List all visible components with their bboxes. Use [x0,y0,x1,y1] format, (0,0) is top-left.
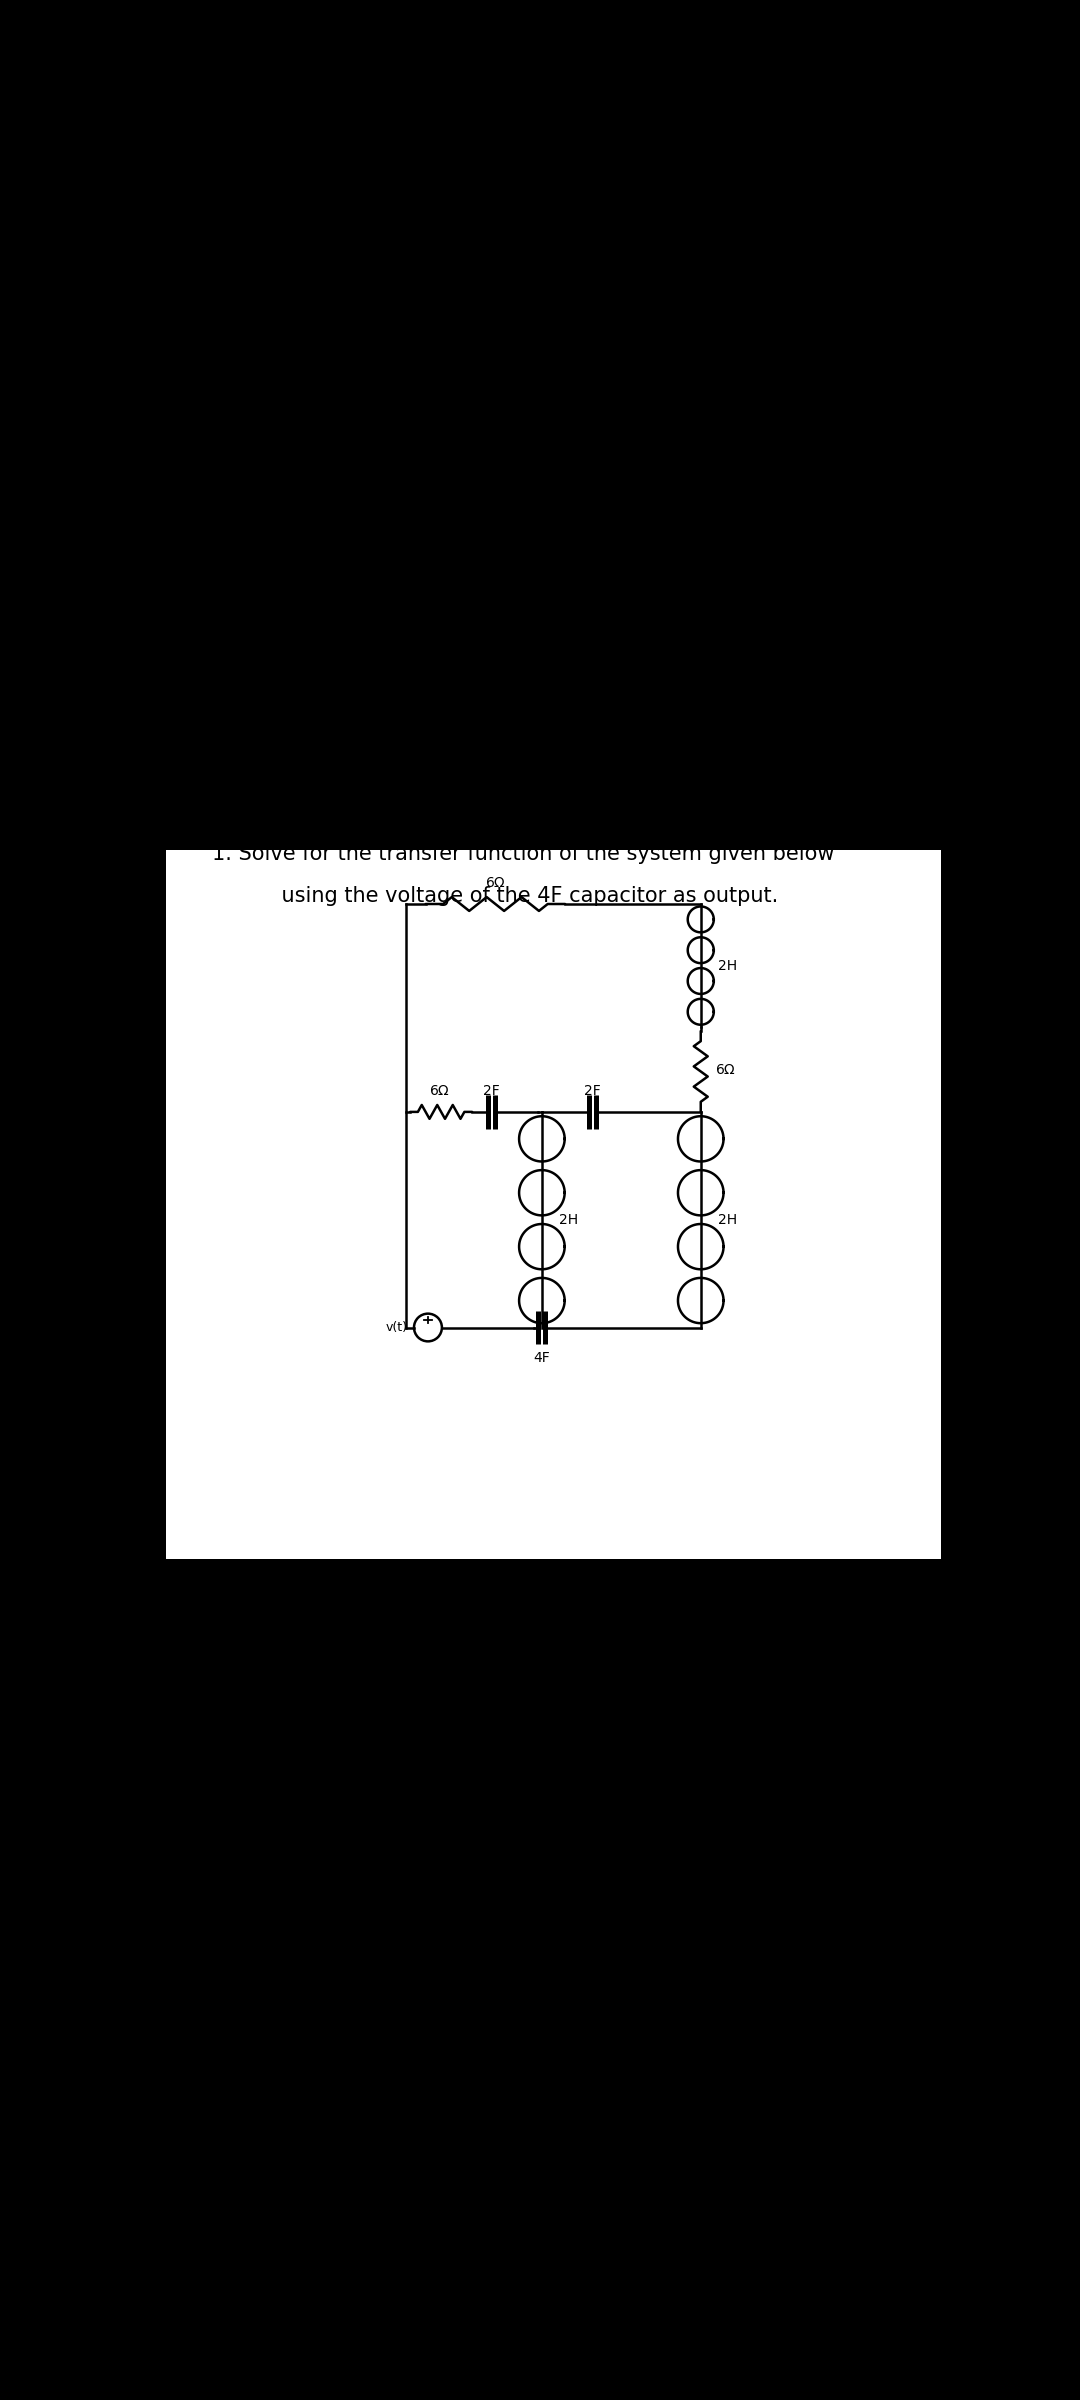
Text: 6$\Omega$: 6$\Omega$ [429,1085,449,1099]
Text: 2H: 2H [718,958,737,972]
Text: 2H: 2H [559,1212,578,1226]
Text: v(t): v(t) [386,1320,408,1334]
Text: 1. Solve for the transfer function of the system given below: 1. Solve for the transfer function of th… [213,845,835,864]
FancyBboxPatch shape [166,850,941,1558]
Text: 6$\Omega$: 6$\Omega$ [485,876,505,890]
Text: 2F: 2F [584,1085,600,1099]
Text: 2F: 2F [483,1085,500,1099]
Text: 2H: 2H [718,1212,737,1226]
Text: using the voltage of the 4F capacitor as output.: using the voltage of the 4F capacitor as… [255,886,779,907]
Text: 4F: 4F [534,1351,550,1366]
Text: 6$\Omega$: 6$\Omega$ [715,1063,735,1078]
